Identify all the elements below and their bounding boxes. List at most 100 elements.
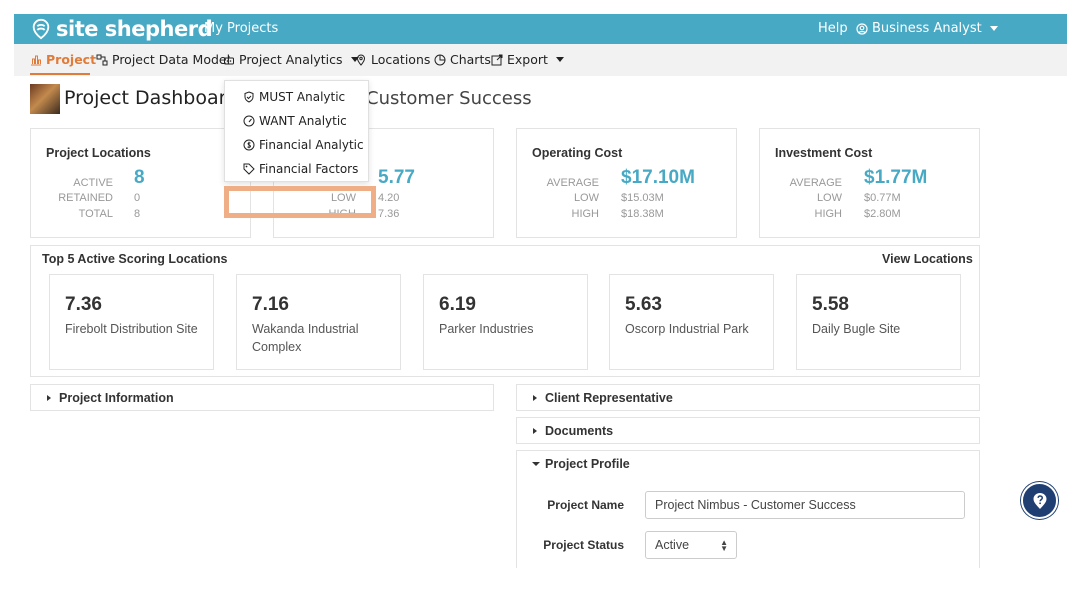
retained-label: RETAINED (58, 192, 113, 204)
low-label: LOW (330, 192, 356, 204)
help-fab-button[interactable] (1021, 482, 1058, 519)
tab-export[interactable]: Export (491, 52, 564, 67)
project-locations-card: Project Locations ACTIVE 8 RETAINED 0 TO… (30, 128, 251, 238)
tab-locations-label: Locations (371, 52, 431, 67)
map-pin-icon (356, 54, 366, 66)
tab-data-model-label: Project Data Model (112, 52, 231, 67)
caret-right-icon (47, 395, 51, 401)
top-location-card[interactable]: 7.16 Wakanda Industrial Complex (236, 274, 401, 370)
card-title: Investment Cost (775, 146, 873, 160)
shepherd-logo-icon (32, 18, 50, 40)
help-link[interactable]: Help (818, 21, 848, 36)
menu-item-label: WANT Analytic (259, 114, 347, 128)
low-label: LOW (816, 192, 842, 204)
menu-item-label: MUST Analytic (259, 90, 346, 104)
view-locations-link[interactable]: View Locations (882, 252, 973, 266)
average-score: 5.77 (378, 167, 415, 188)
high-investment-cost: $2.80M (864, 208, 901, 220)
accordion-title: Documents (545, 424, 614, 438)
dollar-circle-icon (243, 139, 255, 151)
project-information-accordion[interactable]: Project Information (30, 384, 494, 411)
menu-item-financial-factors[interactable]: Financial Factors (243, 162, 358, 176)
top-locations-title: Top 5 Active Scoring Locations (42, 252, 228, 266)
active-label: ACTIVE (73, 177, 113, 189)
high-operating-cost: $18.38M (621, 208, 664, 220)
total-label: TOTAL (78, 208, 113, 220)
operating-cost-card: Operating Cost AVERAGE $17.10M LOW $15.0… (516, 128, 737, 238)
project-status-value: Active (655, 538, 690, 552)
robot-icon (224, 55, 234, 64)
accordion-title: Project Profile (545, 457, 630, 471)
tab-locations[interactable]: Locations (355, 52, 430, 67)
shield-check-icon (244, 91, 254, 103)
investment-cost-card: Investment Cost AVERAGE $1.77M LOW $0.77… (759, 128, 980, 238)
question-marker-icon (1033, 492, 1046, 509)
project-name-value: Project Nimbus - Customer Success (655, 498, 856, 512)
top-location-card[interactable]: 6.19 Parker Industries (423, 274, 588, 370)
top-location-card[interactable]: 7.36 Firebolt Distribution Site (49, 274, 214, 370)
menu-item-label: Financial Factors (259, 162, 359, 176)
top-location-card[interactable]: 5.63 Oscorp Industrial Park (609, 274, 774, 370)
average-label: AVERAGE (546, 177, 599, 189)
logo-text: site shepherd (56, 17, 213, 41)
tab-data-model[interactable]: Project Data Model (96, 52, 230, 67)
accordion-title: Project Information (59, 391, 174, 405)
high-label: HIGH (571, 208, 600, 220)
top-location-card[interactable]: 5.58 Daily Bugle Site (796, 274, 961, 370)
my-projects-link[interactable]: My Projects (204, 21, 279, 36)
active-tab-underline (30, 73, 90, 75)
pie-chart-icon (434, 54, 446, 65)
menu-item-financial-analytic[interactable]: Financial Analytic (243, 138, 364, 152)
menu-item-must-analytic[interactable]: MUST Analytic (243, 90, 345, 104)
average-investment-cost: $1.77M (864, 167, 928, 188)
tab-analytics[interactable]: Project Analytics (223, 52, 359, 67)
low-operating-cost: $15.03M (621, 192, 664, 204)
card-title: Project Locations (46, 146, 151, 160)
diagram-icon (96, 54, 108, 65)
tag-icon (243, 163, 255, 175)
user-menu[interactable]: Business Analyst (856, 21, 998, 36)
location-name: Daily Bugle Site (812, 322, 901, 336)
project-status-select[interactable]: Active ▲ ▼ (645, 531, 737, 559)
select-arrows-icon: ▲ ▼ (720, 538, 728, 553)
top-bar: site shepherd My Projects Help Business … (14, 14, 1067, 44)
top-locations-panel (30, 245, 980, 377)
location-score: 7.16 (252, 294, 289, 315)
speedometer-icon (243, 115, 255, 127)
menu-item-label: Financial Analytic (259, 138, 364, 152)
client-representative-accordion[interactable]: Client Representative (516, 384, 980, 411)
accordion-title: Client Representative (545, 391, 673, 405)
caret-right-icon (533, 395, 537, 401)
project-profile-accordion[interactable]: Project Profile (516, 450, 980, 568)
menu-item-want-analytic[interactable]: WANT Analytic (243, 114, 347, 128)
tab-export-label: Export (507, 52, 548, 67)
documents-accordion[interactable]: Documents (516, 417, 980, 444)
logo[interactable]: site shepherd (30, 16, 213, 42)
chevron-down-icon (555, 57, 564, 62)
location-name: Parker Industries (439, 322, 534, 336)
chevron-down-icon (989, 26, 998, 31)
low-label: LOW (573, 192, 599, 204)
chevron-down-icon (350, 57, 359, 62)
bar-chart-icon (31, 55, 41, 65)
page-title-suffix: Customer Success (366, 88, 532, 109)
tab-project[interactable]: Project (30, 52, 96, 67)
low-score: 4.20 (378, 192, 400, 204)
location-name: Oscorp Industrial Park (625, 322, 749, 336)
tab-project-label: Project (46, 52, 97, 67)
tab-charts[interactable]: Charts (434, 52, 491, 67)
location-name: Firebolt Distribution Site (65, 322, 198, 336)
active-count: 8 (134, 167, 145, 188)
external-link-icon (491, 54, 503, 65)
project-status-label: Project Status (543, 538, 624, 552)
location-name: Wakanda Industrial Complex (252, 322, 359, 354)
project-name-label: Project Name (547, 498, 624, 512)
caret-down-icon (532, 462, 540, 466)
project-name-input[interactable]: Project Nimbus - Customer Success (645, 491, 965, 519)
location-score: 7.36 (65, 294, 102, 315)
location-score: 5.58 (812, 294, 849, 315)
average-label: AVERAGE (789, 177, 842, 189)
tab-charts-label: Charts (450, 52, 491, 67)
average-operating-cost: $17.10M (621, 167, 695, 188)
page-title: Project Dashboard | (64, 87, 251, 109)
